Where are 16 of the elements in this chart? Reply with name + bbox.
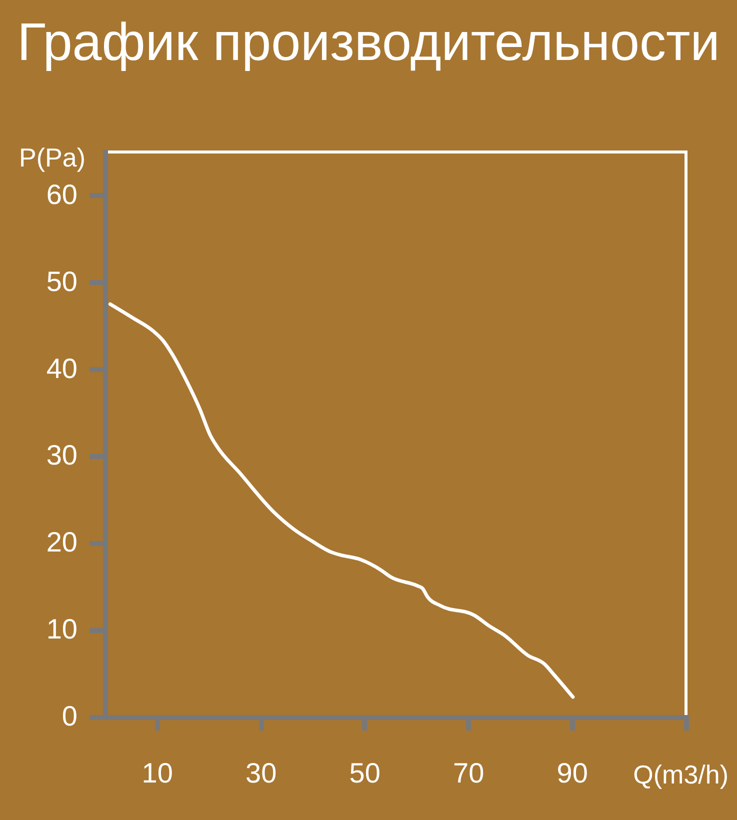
y-tick-label: 50: [46, 266, 78, 297]
line-series: [108, 302, 575, 699]
y-axis-title: P(Pa): [19, 142, 86, 172]
x-tick-label: 10: [142, 758, 173, 788]
y-tick-label: 10: [46, 614, 78, 645]
x-axis-title: Q(m3/h): [633, 760, 728, 790]
y-tick-label: 20: [46, 526, 78, 558]
y-tick-label: 30: [46, 440, 78, 471]
x-tick-label: 70: [453, 758, 484, 788]
y-tick-label: 0: [62, 700, 78, 732]
chart-title: График производительности: [17, 13, 720, 72]
x-tick-label: 90: [556, 758, 588, 788]
y-tick-label: 60: [46, 178, 78, 210]
y-tick-label: 40: [46, 352, 78, 384]
x-tick-label: 30: [246, 758, 277, 788]
x-tick-label: 50: [349, 758, 380, 788]
